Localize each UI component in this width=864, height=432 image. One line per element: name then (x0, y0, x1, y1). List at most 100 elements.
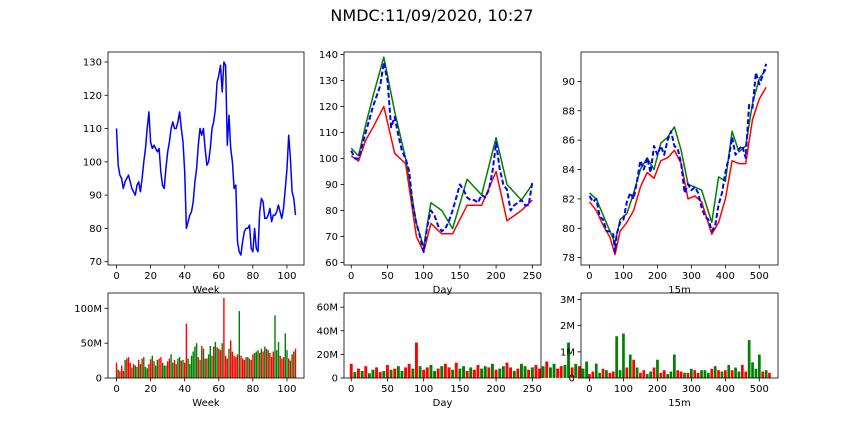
volume-bar (585, 361, 589, 378)
x-tick-label: 300 (682, 384, 701, 395)
volume-bar (447, 367, 451, 378)
series-line-0 (115, 61, 297, 256)
volume-bar (451, 369, 455, 378)
volume-bar (591, 371, 595, 378)
volume-bar (276, 350, 278, 378)
volume-bar (741, 364, 744, 378)
volume-bar (279, 355, 281, 378)
x-tick-label: 0 (113, 271, 119, 282)
volume-bar (652, 367, 656, 378)
volume-bar (734, 367, 737, 378)
volume-bar (683, 372, 686, 378)
volume-bar (168, 358, 171, 378)
volume-bar (418, 366, 422, 378)
volume-bar (730, 370, 734, 378)
volume-bar (153, 361, 155, 378)
volume-bar (509, 367, 512, 378)
x-tick-label: 200 (648, 384, 667, 395)
volume-bar (259, 352, 261, 378)
x-tick-label: 100 (414, 271, 433, 282)
volume-bar (136, 366, 138, 378)
x-tick-label: 100 (277, 384, 296, 395)
y-tick-label: 140 (319, 50, 338, 61)
volume-bar (552, 363, 556, 378)
x-tick-label: 0 (586, 271, 592, 282)
y-tick-label: 130 (319, 76, 338, 87)
y-tick-label: 3M (560, 295, 575, 306)
volume-bar (293, 351, 295, 378)
volume-bar (289, 360, 292, 378)
y-tick-label: 90 (325, 180, 338, 191)
volume-bar (645, 374, 649, 378)
volume-bar (601, 368, 605, 378)
volume-bar (622, 333, 625, 378)
volume-bar (527, 369, 531, 378)
volume-bar (422, 369, 426, 378)
volume-bar (218, 348, 220, 378)
volume-bar (156, 359, 159, 378)
volume-bar (679, 371, 683, 378)
volume-bar (433, 370, 436, 378)
volume-bar (469, 367, 473, 378)
x-tick-label: 200 (487, 271, 506, 282)
volume-bar (194, 346, 196, 378)
volume-bar (272, 351, 274, 378)
volume-bar (737, 371, 741, 378)
volume-bar (264, 346, 266, 378)
plot-frame (107, 292, 305, 379)
volume-bar (690, 368, 693, 378)
volume-bar (167, 361, 169, 378)
volume-bar (727, 364, 731, 378)
volume-bar (233, 355, 235, 378)
volume-bar (149, 359, 152, 378)
x-axis-label: 15m (668, 285, 690, 296)
volume-bar (206, 358, 208, 378)
volume-bar (247, 357, 249, 378)
x-tick-label: 100 (614, 384, 633, 395)
volume-bar (364, 366, 368, 378)
volume-bar (127, 357, 130, 378)
x-axis-label: Day (433, 398, 453, 409)
volume-bar (686, 372, 690, 378)
volume-bar (288, 358, 290, 378)
y-tick-label: 120 (83, 91, 102, 102)
volume-bar (415, 342, 418, 378)
volume-bar (700, 370, 703, 378)
volume-bar (190, 355, 193, 378)
volume-bar (404, 367, 407, 378)
x-tick-label: 20 (144, 271, 157, 282)
x-tick-label: 40 (178, 271, 191, 282)
y-tick-label: 0 (332, 374, 338, 385)
volume-bar (393, 368, 397, 378)
volume-bar (382, 370, 386, 378)
volume-bar (635, 367, 639, 378)
volume-bar (216, 347, 218, 378)
volume-bar (281, 358, 283, 378)
volume-bar (250, 359, 252, 378)
series-line-1 (588, 86, 767, 256)
volume-bar (238, 311, 240, 378)
volume-bar (195, 343, 198, 378)
volume-bar (608, 372, 612, 378)
volume-bar (242, 358, 244, 378)
volume-bar (161, 362, 164, 378)
volume-bar (211, 355, 213, 378)
volume-bar (713, 366, 717, 378)
volume-bar (512, 370, 516, 378)
x-tick-label: 0 (113, 384, 119, 395)
volume-bar (146, 368, 148, 378)
volume-bar (353, 372, 357, 378)
volume-bar (400, 370, 404, 378)
x-tick-label: 20 (144, 384, 157, 395)
y-tick-label: 0 (569, 374, 575, 385)
volume-bar (291, 354, 293, 378)
y-tick-label: 100 (319, 154, 338, 165)
y-tick-label: 110 (319, 128, 338, 139)
volume-bar (160, 357, 162, 378)
volume-bar (516, 368, 520, 378)
volume-bar (545, 361, 549, 378)
volume-bar (440, 366, 444, 378)
x-axis-label: 15m (668, 398, 690, 409)
volume-bar (252, 354, 254, 378)
volume-bar (659, 372, 663, 378)
